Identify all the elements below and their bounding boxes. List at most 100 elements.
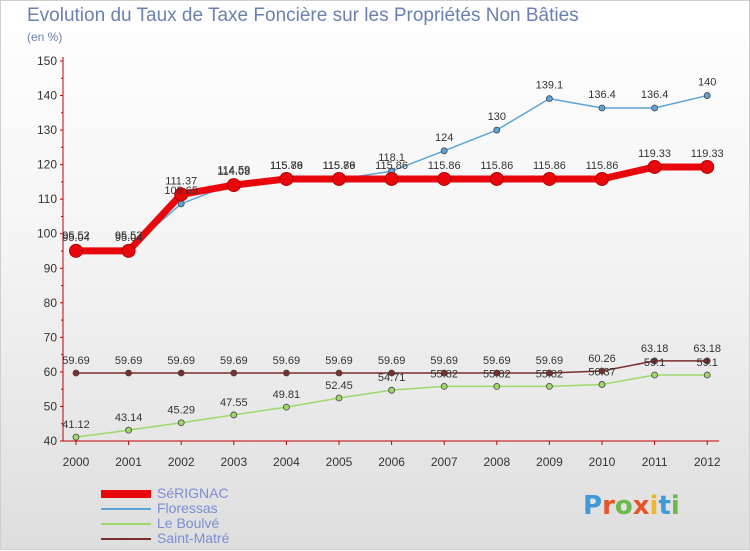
x-tick-label: 2002 — [168, 455, 195, 469]
data-point — [121, 243, 136, 258]
data-point — [546, 382, 553, 390]
y-tick-label: 60 — [44, 365, 58, 379]
legend-label: Saint-Matré — [157, 530, 230, 546]
data-point — [493, 382, 501, 390]
data-label: 115.86 — [428, 160, 461, 172]
data-label: 95.04 — [62, 232, 90, 244]
y-tick-label: 50 — [44, 399, 58, 413]
data-label: 136.4 — [641, 89, 669, 101]
y-tick-label: 80 — [44, 296, 58, 310]
data-point — [493, 126, 501, 134]
data-label: 63.18 — [641, 343, 669, 355]
data-point — [595, 171, 609, 186]
y-tick-label: 100 — [37, 227, 57, 241]
legend-item: Floressas — [101, 501, 229, 516]
legend-swatch — [101, 490, 151, 499]
data-point — [440, 369, 448, 377]
data-label: 115.86 — [586, 160, 619, 172]
data-point — [125, 426, 132, 434]
logo-letter: o — [614, 491, 633, 521]
data-label: 59.1 — [696, 357, 717, 369]
y-tick-label: 110 — [38, 192, 57, 206]
data-label: 108.65 — [164, 185, 198, 197]
y-tick-label: 130 — [37, 123, 57, 137]
data-label: 118.1 — [378, 152, 405, 164]
data-point — [125, 369, 132, 377]
legend-label: SéRIGNAC — [157, 485, 229, 501]
data-point — [437, 171, 452, 186]
data-label: 59.69 — [378, 355, 406, 367]
unit-label: (en %) — [27, 30, 63, 44]
x-tick-label: 2010 — [589, 455, 616, 469]
data-point — [282, 369, 290, 377]
legend-item: Saint-Matré — [101, 531, 229, 546]
data-label: 124 — [435, 132, 453, 144]
legend-swatch — [101, 508, 151, 511]
x-tick-label: 2012 — [694, 455, 721, 469]
data-label: 59.69 — [430, 355, 458, 367]
data-label: 59.69 — [220, 355, 248, 367]
data-label: 55.82 — [483, 368, 511, 380]
data-label: 95.52 — [115, 230, 143, 242]
x-tick-label: 2005 — [326, 455, 353, 469]
data-point — [332, 171, 346, 186]
data-label: 115.86 — [533, 160, 566, 172]
legend-swatch — [101, 538, 151, 541]
data-label: 59.69 — [167, 355, 195, 367]
data-label: 115.86 — [323, 160, 356, 172]
data-point — [279, 171, 294, 186]
data-label: 130 — [488, 111, 506, 123]
data-label: 41.12 — [62, 419, 90, 431]
legend-item: SéRIGNAC — [101, 486, 229, 501]
logo-letter: i — [649, 491, 659, 521]
data-label: 47.55 — [220, 397, 248, 409]
data-point — [384, 171, 399, 186]
data-label: 59.69 — [536, 355, 564, 367]
legend: SéRIGNAC Floressas Le Boulvé Saint-Matré — [101, 486, 229, 546]
data-label: 59.69 — [115, 355, 143, 367]
proxiti-logo: Proxiti — [583, 491, 680, 521]
data-label: 59.1 — [644, 357, 665, 369]
data-point — [72, 369, 80, 377]
data-label: 60.26 — [588, 353, 616, 365]
data-point — [440, 382, 448, 390]
data-point — [647, 159, 662, 174]
legend-item: Le Boulvé — [101, 516, 229, 531]
y-tick-label: 70 — [44, 330, 58, 344]
data-label: 114.59 — [217, 164, 250, 176]
x-tick-label: 2008 — [483, 455, 510, 469]
data-label: 54.71 — [378, 372, 406, 384]
y-tick-label: 40 — [44, 434, 58, 448]
logo-letter: t — [658, 491, 671, 521]
data-point — [700, 159, 715, 174]
x-tick-label: 2003 — [220, 455, 247, 469]
y-tick-label: 120 — [37, 158, 57, 172]
data-point — [388, 386, 396, 394]
data-label: 63.18 — [693, 343, 721, 355]
x-tick-label: 2006 — [378, 455, 405, 469]
data-point — [651, 104, 658, 112]
data-point — [440, 147, 448, 155]
y-tick-label: 140 — [37, 89, 57, 103]
data-label: 59.69 — [325, 355, 353, 367]
data-point — [177, 369, 185, 377]
data-label: 45.29 — [167, 405, 195, 417]
data-label: 56.37 — [588, 366, 616, 378]
data-label: 95.04 — [115, 232, 143, 244]
data-label: 55.82 — [536, 368, 564, 380]
data-point — [598, 381, 606, 388]
data-label: 115.79 — [323, 160, 356, 172]
data-label: 59.69 — [483, 355, 511, 367]
y-tick-label: 90 — [44, 261, 58, 275]
data-label: 52.45 — [325, 380, 353, 392]
data-point — [651, 371, 658, 379]
x-tick-label: 2004 — [273, 455, 300, 469]
data-point — [598, 367, 606, 375]
data-label: 95.52 — [62, 230, 90, 242]
y-tick-label: 150 — [37, 54, 57, 68]
data-label: 111.37 — [165, 175, 197, 187]
data-label: 119.33 — [638, 148, 671, 160]
x-tick-label: 2009 — [536, 455, 563, 469]
data-point — [335, 369, 343, 377]
